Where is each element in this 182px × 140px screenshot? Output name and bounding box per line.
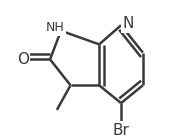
Text: O: O [17, 52, 29, 67]
Text: N: N [122, 16, 134, 31]
Text: NH: NH [46, 22, 65, 34]
Text: Br: Br [113, 123, 129, 138]
